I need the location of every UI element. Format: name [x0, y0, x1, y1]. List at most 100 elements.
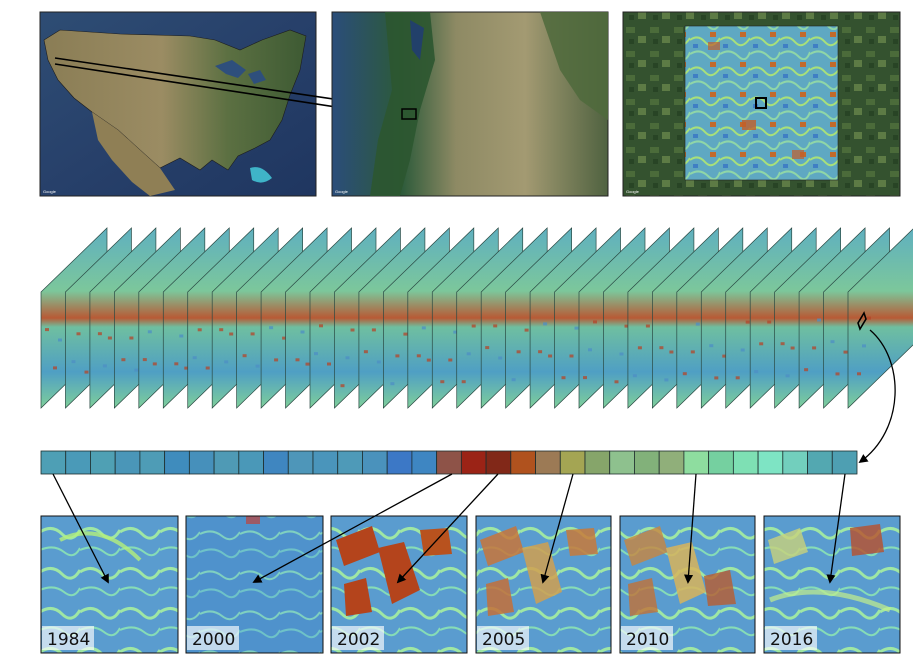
stack-frame-speck [722, 354, 727, 358]
timeline-cell [114, 450, 141, 475]
stack-frame-speck [395, 354, 400, 358]
stack-frame-speck [269, 326, 274, 330]
stack-frame-speck [632, 374, 637, 378]
stack-frame-speck [197, 328, 202, 332]
stack-frame-speck [250, 332, 255, 336]
stack-frame-speck [664, 378, 669, 382]
stack-frame-speck [305, 362, 310, 366]
stack-frame-speck [71, 360, 76, 364]
stack-frame-speck [659, 346, 664, 350]
year-label-bg-2002 [332, 626, 384, 650]
map-attribution-3: Google [626, 189, 640, 194]
arrow-2002 [396, 473, 499, 584]
stack-frame-speck [759, 342, 764, 346]
timeline-cell [213, 450, 240, 475]
stack-frame-speck [102, 364, 107, 368]
timeline-cell [782, 450, 808, 475]
eastern-mountains [540, 12, 608, 120]
stack-frame-speck [574, 326, 579, 330]
stack-frame-speck [45, 328, 49, 332]
timeline-cell [238, 450, 264, 475]
stack-frame-speck [466, 352, 471, 356]
arrow-2000 [252, 473, 453, 583]
stack-frame-speck [416, 354, 421, 358]
map-study-area: Google [622, 11, 901, 197]
stack-frame-speck [192, 356, 197, 360]
map-attribution-2: Google [335, 189, 349, 194]
map-pacific-northwest: Google [331, 11, 609, 197]
stack-frame-speck [282, 336, 287, 340]
stack-frame-speck [314, 352, 318, 356]
puget-sound [410, 20, 424, 60]
stack-frame-speck [421, 326, 426, 330]
stack-frame-speck [830, 340, 835, 344]
stack-frame-speck [624, 324, 629, 328]
stack-frame-speck [524, 328, 529, 332]
timeline-cell [831, 450, 858, 475]
timeline-cell [559, 450, 586, 475]
stack-frame-speck [440, 380, 445, 384]
year-label-bg-2016 [765, 626, 817, 650]
pixel-locator [755, 97, 767, 109]
stack-pixel-marker [857, 311, 867, 331]
stack-frame-speck [785, 374, 790, 378]
thumbnail-2002 [331, 516, 467, 653]
timeline-cell [485, 450, 512, 475]
stack-frame-speck [350, 328, 355, 332]
stack-frame-speck [669, 350, 674, 354]
great-lakes [215, 60, 266, 84]
study-area-overlay [684, 25, 839, 181]
stack-frame-speck [690, 350, 695, 354]
stack-frame-speck [754, 370, 759, 374]
stack-frame-speck [614, 380, 619, 384]
stack-frame-speck [867, 316, 871, 320]
stack-frame-speck [179, 334, 184, 338]
stack-frame-speck [426, 358, 431, 362]
arrow-2010 [684, 473, 697, 584]
timeline-cell [708, 450, 734, 475]
stack-frame-speck [645, 324, 650, 328]
timeline-cell [139, 450, 166, 475]
year-label-2010: 2010 [626, 630, 669, 650]
stack-frame-speck [862, 344, 866, 348]
stack-frame-speck [709, 344, 714, 348]
year-label-2016: 2016 [770, 630, 813, 650]
stack-frame-speck [471, 324, 476, 328]
timeline-cell [411, 450, 438, 475]
stack-frame-speck [255, 364, 260, 368]
timeline-cell [683, 450, 710, 475]
year-label-2000: 2000 [192, 630, 235, 650]
timeline-cell [362, 450, 388, 475]
stack-frame-speck [184, 366, 189, 370]
map-attribution-1: Google [43, 189, 57, 194]
stack-frame-speck [129, 336, 134, 340]
arrow-stack-to-timeline [858, 329, 896, 464]
stack-frame-speck [583, 376, 587, 380]
stack-frame-speck [569, 354, 574, 358]
stack-frame-speck [152, 362, 157, 366]
stack-frame-speck [538, 350, 543, 354]
stack-frame-speck [242, 354, 247, 358]
stack-frame-speck [498, 356, 503, 360]
arrows [52, 329, 896, 584]
stack-frame-speck [695, 322, 700, 326]
stack-frame-speck [804, 368, 809, 372]
timeline-cell [164, 450, 190, 475]
stack-frame-speck [295, 358, 300, 362]
stack-frame-speck [735, 376, 740, 380]
stack-frame-speck [543, 322, 548, 326]
stack-frame-speck [58, 338, 62, 342]
stack-frame-speck [493, 324, 498, 328]
stack-frame-speck [516, 350, 521, 354]
stack-frame-speck [84, 370, 89, 374]
timeline-cell [757, 450, 784, 475]
stack-frame-speck [376, 360, 381, 364]
timeline-cell [188, 450, 215, 475]
timeline-cell [65, 450, 91, 475]
stack-frame-speck [453, 330, 458, 334]
stack-frame-speck [97, 332, 102, 336]
timeline-cell [658, 450, 685, 475]
thumbnail-row: 1984 2000 2002 2005 [40, 515, 901, 654]
stack-frame-speck [340, 384, 345, 388]
timeline-cell [732, 450, 759, 475]
